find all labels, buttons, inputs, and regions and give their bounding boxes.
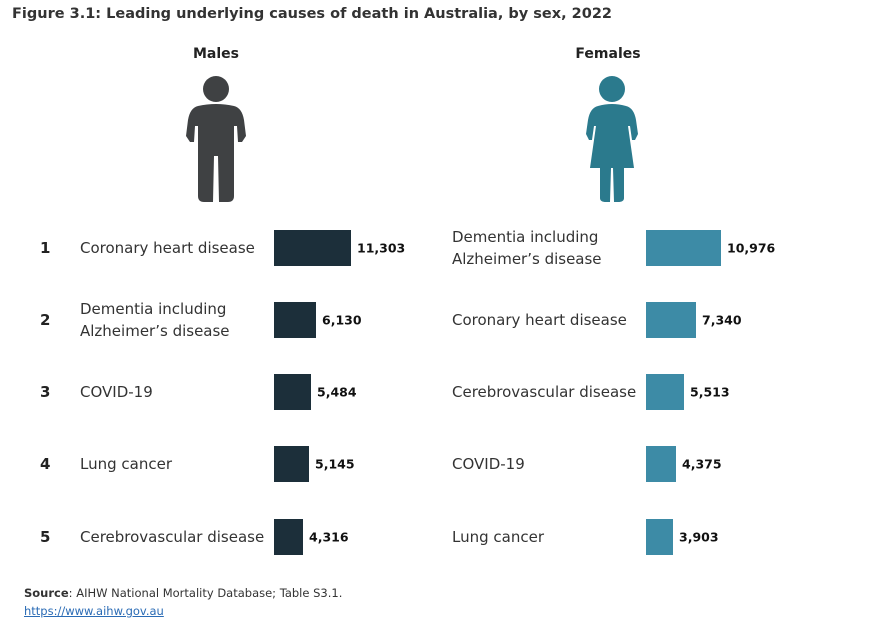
male-cause-label: COVID-19	[80, 383, 153, 401]
female-value-label: 5,513	[690, 384, 730, 400]
female-value-label: 10,976	[727, 240, 776, 256]
figure-title: Figure 3.1: Leading underlying causes of…	[12, 6, 612, 22]
female-bar	[646, 230, 721, 266]
rank-number: 4	[40, 455, 51, 473]
female-bar	[646, 302, 696, 338]
male-value-label: 4,316	[309, 529, 349, 545]
aihw-link[interactable]: https://www.aihw.gov.au	[24, 604, 164, 618]
source-note: Source: AIHW National Mortality Database…	[24, 586, 343, 600]
male-cause-label: Lung cancer	[80, 455, 172, 473]
female-cause-label: Dementia including Alzheimer’s disease	[452, 228, 602, 268]
male-bar	[274, 374, 311, 410]
female-value-label: 4,375	[682, 456, 722, 472]
male-value-label: 11,303	[357, 240, 406, 256]
male-bar	[274, 230, 351, 266]
male-bar	[274, 302, 316, 338]
female-bar	[646, 374, 684, 410]
males-heading: Males	[192, 46, 240, 62]
male-value-label: 5,484	[317, 384, 357, 400]
rank-number: 5	[40, 528, 51, 546]
female-cause-label: Coronary heart disease	[452, 311, 627, 329]
female-cause-label: Cerebrovascular disease	[452, 383, 637, 401]
female-bar	[646, 519, 673, 555]
male-cause-label: Dementia including Alzheimer’s disease	[80, 300, 230, 340]
female-cause-label: COVID-19	[452, 455, 525, 473]
female-bar	[646, 446, 676, 482]
female-value-label: 7,340	[702, 312, 742, 328]
male-value-label: 5,145	[315, 456, 355, 472]
female-cause-label: Lung cancer	[452, 528, 544, 546]
female-value-label: 3,903	[679, 529, 719, 545]
male-value-label: 6,130	[322, 312, 362, 328]
females-heading: Females	[575, 46, 641, 62]
male-cause-label: Cerebrovascular disease	[80, 528, 265, 546]
male-person-icon	[186, 76, 246, 202]
female-person-icon	[586, 76, 638, 202]
rank-number: 1	[40, 239, 51, 257]
male-bar	[274, 519, 303, 555]
rank-number: 3	[40, 383, 51, 401]
male-bar	[274, 446, 309, 482]
rank-number: 2	[40, 311, 51, 329]
male-cause-label: Coronary heart disease	[80, 239, 255, 257]
